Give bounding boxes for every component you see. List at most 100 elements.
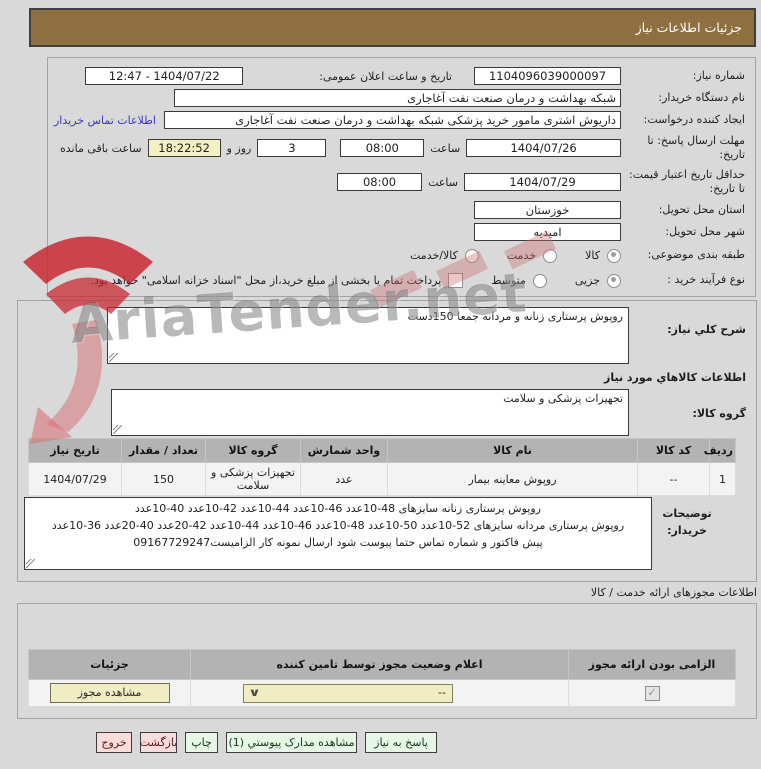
need-description-value: روپوش پرستاری زنانه و مردانه جمعا 150دست [407,310,623,323]
col-unit: واحد شمارش [300,438,388,463]
city-input[interactable]: امیدیه [474,223,621,241]
col-quantity: تعداد / مقدار [121,438,206,463]
back-button[interactable]: بازگشت [140,732,177,753]
radio-khedmat[interactable] [543,248,558,263]
radio-motevaset[interactable] [532,273,547,288]
chevron-down-icon: ∨ [248,686,261,700]
category-option-kala: کالا [567,248,621,263]
deadline-label: مهلت ارسال پاسخ: تا تاریخ: [647,133,745,161]
radio-jozii-label: جزیی [574,274,600,287]
resize-handle-icon[interactable] [113,425,122,434]
radio-kala-khedmat[interactable] [464,248,479,263]
buyer-notes-line: روپوش پرستاری زنانه سایزهای 48-10عدد 46-… [135,502,541,515]
view-attachments-button[interactable]: مشاهده مدارک پیوستي (1) [226,732,357,753]
need-number-input[interactable]: 1104096039000097 [474,67,621,85]
treasury-checkbox[interactable] [448,273,464,288]
exit-button[interactable]: خروج [96,732,132,753]
view-permit-button[interactable]: مشاهده مجوز [49,683,170,703]
row-deadline: مهلت ارسال پاسخ: تا تاریخ: 1404/07/26 سا… [54,131,745,165]
category-option-kala-khedmat: کالا/خدمت [392,248,479,263]
items-table-row: 1 -- روپوش معاینه بیمار عدد تجهیزات پزشک… [28,461,736,497]
province-input[interactable]: خوزستان [474,201,621,219]
validity-date-input[interactable]: 1404/07/29 [464,173,621,191]
buyer-notes-line: روپوش پرستاری مردانه سایزهای 52-10عدد 50… [51,519,625,533]
radio-kala[interactable] [607,248,621,263]
province-label: استان محل تحویل: [658,202,745,216]
validity-hour-input[interactable]: 08:00 [337,173,423,191]
validity-label: حداقل تاریخ اعتبار قیمت: تا تاریخ: [629,167,745,195]
row-need-number: شماره نیاز: 1104096039000097 تاریخ و ساع… [54,65,745,87]
group-textarea[interactable]: تجهیزات پزشکی و سلامت [111,389,629,436]
cell-item-code: -- [637,461,710,497]
col-need-date: تاریخ نیاز [28,438,122,463]
col-permit-required: الزامی بودن ارائه مجوز [568,649,736,680]
row-buyer-org: نام دستگاه خریدار: شبکه بهداشت و درمان ص… [54,87,745,109]
radio-khedmat-label: خدمت [506,249,537,262]
col-group: گروه کالا [205,438,301,463]
process-option-motevaset: متوسط [473,273,547,288]
row-creator: ایجاد کننده درخواست: داریوش اشتری مامور … [54,109,745,131]
announce-label: تاریخ و ساعت اعلان عمومی: [319,69,452,83]
resize-handle-icon[interactable] [26,559,35,568]
buyer-org-input[interactable]: شبکه بهداشت و درمان صنعت نفت آغاجاری [174,89,621,107]
process-label: نوع فرآیند خرید : [667,273,745,287]
deadline-date-input[interactable]: 1404/07/26 [466,139,621,157]
items-table-header-row: ردیف کد کالا نام کالا واحد شمارش گروه کا… [28,438,736,463]
treasury-note: پرداخت تمام یا بخشی از مبلغ خرید،از محل … [90,274,442,287]
treasury-option: پرداخت تمام یا بخشی از مبلغ خرید،از محل … [73,273,464,288]
col-item-name: نام کالا [387,438,638,463]
need-items-panel: شرح کلي نیاز: روپوش پرستاری زنانه و مردا… [17,300,757,582]
buyer-notes-textarea[interactable]: روپوش پرستاری زنانه سایزهای 48-10عدد 46-… [24,497,652,570]
category-option-khedmat: خدمت [489,248,558,263]
cell-permit-required: ✓ [568,679,736,707]
radio-jozii[interactable] [607,273,621,288]
items-section-title: اطلاعات کالاهاي مورد نیاز [604,371,746,384]
cell-permit-status: -- ∨ [190,679,569,707]
permit-status-value: -- [438,686,446,700]
validity-hour-label: ساعت [428,175,458,189]
countdown-box: 18:22:52 [147,139,221,157]
row-city: شهر محل تحویل: امیدیه [54,221,745,243]
cell-quantity: 150 [121,461,206,497]
deadline-hour-input[interactable]: 08:00 [340,139,425,157]
reply-to-need-button[interactable]: پاسخ به نیاز [365,732,437,753]
permit-status-select[interactable]: -- ∨ [243,683,453,703]
need-info-panel: شماره نیاز: 1104096039000097 تاریخ و ساع… [47,57,756,297]
deadline-hour-label: ساعت [430,141,461,155]
announce-datetime-input[interactable]: 1404/07/22 - 12:47 [85,67,244,85]
permit-required-checkbox[interactable]: ✓ [644,685,660,701]
cell-group: تجهیزات پزشکی و سلامت [205,461,301,497]
need-description-textarea[interactable]: روپوش پرستاری زنانه و مردانه جمعا 150دست [107,307,629,364]
row-validity: حداقل تاریخ اعتبار قیمت: تا تاریخ: 1404/… [54,165,745,199]
creator-label: ایجاد کننده درخواست: [643,112,745,126]
cell-permit-details: مشاهده مجوز [28,679,191,707]
cell-unit: عدد [300,461,388,497]
days-word: روز و [226,141,252,155]
permits-row: ✓ -- ∨ مشاهده مجوز [28,679,736,707]
city-label: شهر محل تحویل: [665,224,745,238]
buyer-contact-link[interactable]: اطلاعات تماس خریدار [54,113,156,127]
col-row-number: ردیف [704,438,736,463]
print-button[interactable]: چاپ [185,732,218,753]
col-permit-details: جزئیات [28,649,191,680]
cell-need-date: 1404/07/29 [28,461,122,497]
need-description-label: شرح کلي نیاز: [667,323,746,336]
creator-input[interactable]: داریوش اشتری مامور خرید پزشکی شبکه بهداش… [163,111,621,129]
need-number-label: شماره نیاز: [692,68,745,82]
row-province: استان محل تحویل: خوزستان [54,199,745,221]
row-category: طبقه بندی موضوعی: کالا خدمت کالا/خدمت [54,243,745,268]
buyer-org-label: نام دستگاه خریدار: [658,90,745,104]
page-title-bar: جزئیات اطلاعات نیاز [29,8,756,47]
radio-kala-khedmat-label: کالا/خدمت [410,249,458,262]
buyer-notes-label: توضیحات خریدار: [662,507,712,537]
permits-table: الزامی بودن ارائه مجوز اعلام وضعیت مجوز … [28,649,736,707]
category-label: طبقه بندی موضوعی: [647,248,745,262]
cell-row-number: 1 [709,461,736,497]
permits-section-title: اطلاعات مجوزهای ارائه خدمت / کالا [590,586,757,599]
group-label: گروه کالا: [692,407,746,420]
footer-button-row: پاسخ به نیاز مشاهده مدارک پیوستي (1) چاپ… [96,732,437,753]
days-left-box: 3 [257,139,327,157]
resize-handle-icon[interactable] [109,353,118,362]
buyer-notes-line: پیش فاکتور و شماره تماس حتما پیوست شود ا… [133,536,543,550]
